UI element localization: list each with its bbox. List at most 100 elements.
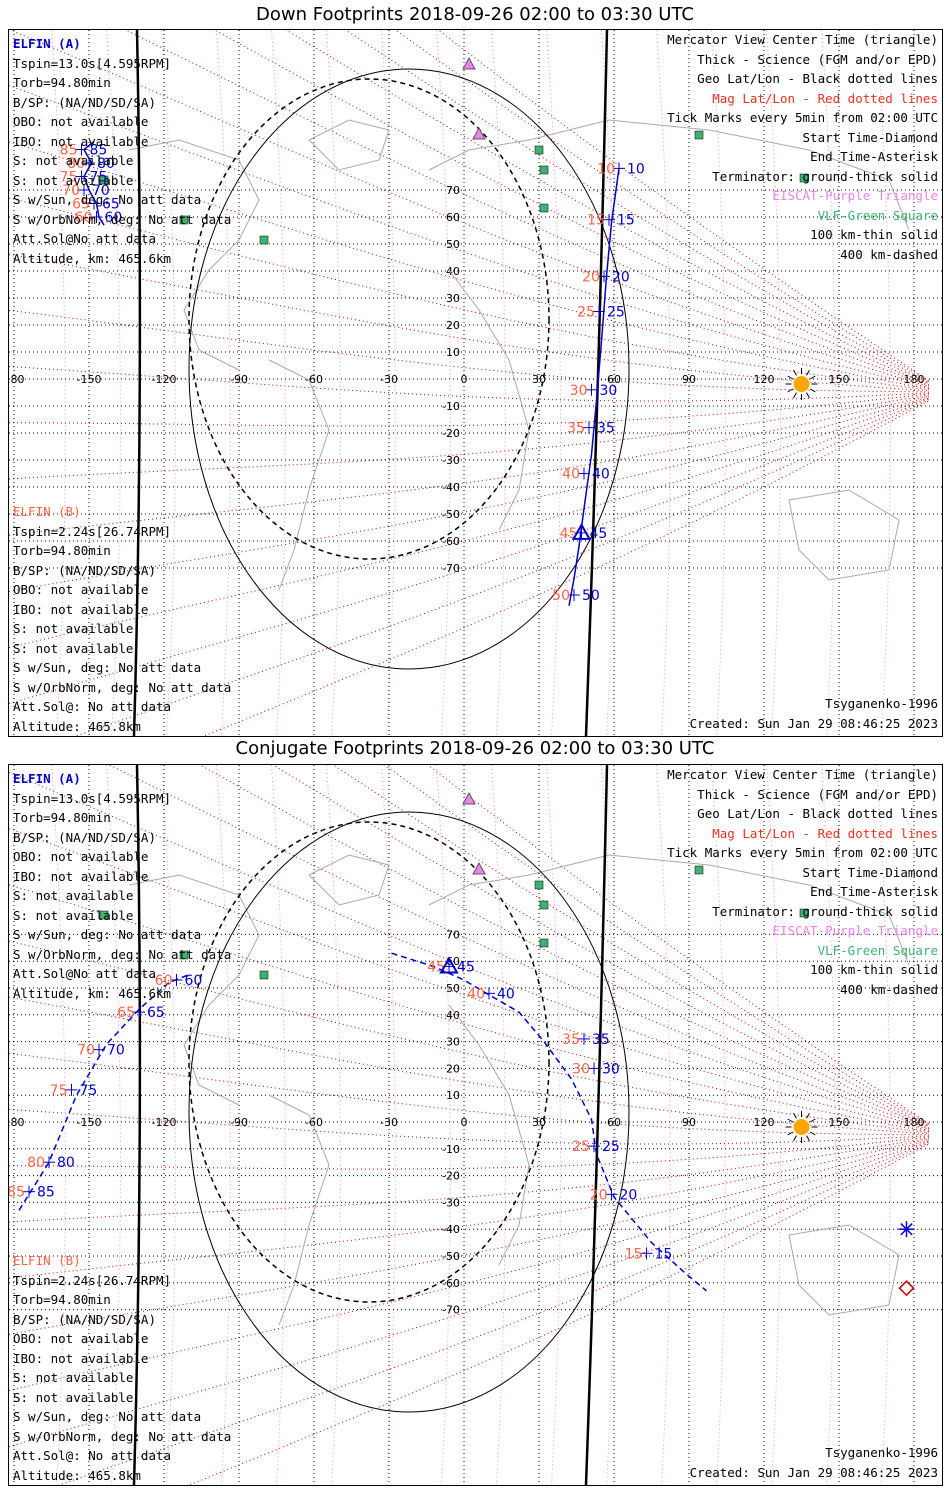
mag-lat-line: [394, 30, 930, 383]
eiscat-triangle: [462, 56, 476, 70]
lat-tick-label: -60: [442, 535, 460, 548]
time-tick-label-red: 20: [582, 269, 600, 285]
time-tick-label: 25: [602, 1139, 620, 1155]
elfin-b-line: S w/OrbNorm, deg: No att data: [13, 1428, 232, 1444]
time-tick-label: 60: [105, 210, 123, 226]
vlf-square: [539, 900, 549, 910]
conjugate-footprints-map: 70 60 50 40 30 20 10 -10 -20 -30 -40 -50 -60 -70 180 -1…: [9, 765, 942, 1485]
lon-tick-label: -120: [152, 1116, 177, 1129]
time-tick-label-red: 10: [597, 161, 615, 177]
time-tick-label: 85: [90, 143, 108, 159]
legend-item: VLF-Green Square: [817, 942, 938, 958]
lat-tick-label: 20: [446, 319, 460, 332]
mag-lat-line: [9, 1052, 929, 1136]
mag-lon-line: [601, 765, 616, 1485]
elfin-a-info: ELFIN (A) Tspin=13.0s[4.595RPM] Torb=94.…: [13, 769, 231, 1003]
mag-lat-line: [9, 1109, 930, 1145]
elfin-a-line: Tspin=13.0s[4.595RPM]: [13, 55, 172, 71]
eiscat-triangle: [472, 126, 486, 140]
lat-tick-label: -40: [442, 481, 460, 494]
lat-tick-label: -20: [442, 427, 460, 440]
mag-lon-line: [106, 765, 121, 1485]
vlf-square: [534, 880, 544, 890]
elfin-b-line: OBO: not available: [13, 582, 149, 597]
lat-tick-label: -60: [442, 1277, 460, 1290]
mag-lat-line: [9, 996, 930, 1135]
terminator-line: [132, 765, 142, 1485]
vlf-square: [259, 235, 269, 245]
lon-tick-label: 180: [9, 373, 25, 386]
lon-tick-label: -60: [305, 373, 323, 386]
sun-ray: [809, 388, 816, 393]
mag-lon-line: [326, 765, 341, 1485]
vlf-square: [179, 950, 189, 960]
mag-lat-line: [9, 1141, 930, 1448]
time-tick-label-red: 60: [155, 973, 173, 989]
sun-ray: [793, 1135, 797, 1142]
legend-item: Mag Lat/Lon - Red dotted lines: [712, 90, 938, 106]
legend-item: Terminator: ground-thick solid: [712, 168, 938, 184]
terminator-line: [132, 30, 142, 736]
footprint-400km: [188, 78, 550, 560]
coastline: [788, 1224, 900, 1316]
lon-tick-label: -90: [230, 1116, 248, 1129]
time-tick-label-red: 40: [562, 467, 580, 483]
lon-tick-label: 60: [607, 1116, 621, 1129]
time-tick-label: 70: [107, 1043, 125, 1059]
time-tick-label-red: 25: [577, 305, 595, 321]
mag-lat-line: [74, 399, 930, 736]
elfin-a-line: S w/OrbNorm, deg: No att data: [13, 211, 232, 227]
lat-tick-label: -50: [442, 1250, 460, 1263]
sun-ray: [809, 1131, 816, 1136]
time-tick-label: 75: [80, 1083, 98, 1099]
time-tick-label-red: 75: [50, 1083, 68, 1099]
legend-item: Mercator View Center Time (triangle): [667, 32, 938, 47]
vlf-square: [539, 938, 549, 948]
time-tick-label: 45: [590, 526, 608, 542]
mag-lon-line: [436, 765, 451, 1485]
sun-ray: [806, 1112, 810, 1119]
mag-lon-line: [216, 30, 231, 736]
time-tick-label-red: 70: [77, 1043, 95, 1059]
mag-lat-line: [437, 30, 930, 382]
time-tick-label: 65: [147, 1005, 165, 1021]
elfin-a-line: S: not available: [13, 172, 134, 188]
time-tick-label: 10: [627, 161, 645, 177]
legend-item: EISCAT-Purple Triangle: [772, 188, 938, 203]
lon-tick-label: -60: [305, 1116, 323, 1129]
legend-item: 400 km-dashed: [840, 246, 938, 262]
elfin-b-line: Altitude: 465.8km: [13, 718, 141, 734]
center-time-triangle: [571, 522, 592, 540]
time-tick-label-red: 85: [60, 143, 78, 159]
elfin-a-line: B/SP: (NA/ND/SD/SA): [13, 94, 156, 110]
coastline: [268, 1094, 330, 1326]
sun-ray: [809, 375, 816, 380]
footprint-100km: [188, 68, 630, 670]
sun-ray: [806, 392, 810, 399]
mag-lat-line: [383, 765, 930, 1126]
elfin-a-line: OBO: not available: [13, 849, 149, 864]
legend-item: Start Time-Diamond: [802, 129, 938, 145]
down-footprints-map: 70 60 50 40 30 20 10 -10 -20 -30 -40 -50 -60 -70 180 -1…: [9, 30, 942, 736]
center-time-triangle: [439, 956, 459, 974]
time-tick-label-red: 30: [570, 383, 588, 399]
lat-tick-label: 40: [446, 265, 460, 278]
lon-tick-label: 120: [754, 373, 775, 386]
vlf-square: [799, 908, 809, 918]
lon-tick-label: 90: [682, 373, 696, 386]
elfin-b-line: S: not available: [13, 1370, 134, 1385]
legend-item: Thick - Science (FGM and/or EPD): [697, 51, 938, 67]
elfin-a-line: Altitude, km: 465.6km: [13, 250, 172, 266]
mag-lat-line: [9, 398, 930, 705]
mag-lat-line: [344, 30, 930, 384]
lat-tick-label: 50: [446, 238, 460, 251]
footer-info: Tsyganenko-1996 Created: Sun Jan 29 08:4…: [690, 694, 938, 733]
time-tick-label-red: 50: [552, 588, 570, 604]
time-tick-label: 15: [655, 1246, 673, 1262]
elfin-b-line: Torb=94.80min: [13, 1292, 111, 1307]
coastline: [268, 359, 330, 591]
elfin-a-line: Att.Sol@No att data: [13, 966, 156, 981]
time-tick-label-red: 65: [117, 1005, 135, 1021]
sun-ray: [793, 392, 797, 399]
elfin-a-line: B/SP: (NA/ND/SD/SA): [13, 829, 156, 845]
